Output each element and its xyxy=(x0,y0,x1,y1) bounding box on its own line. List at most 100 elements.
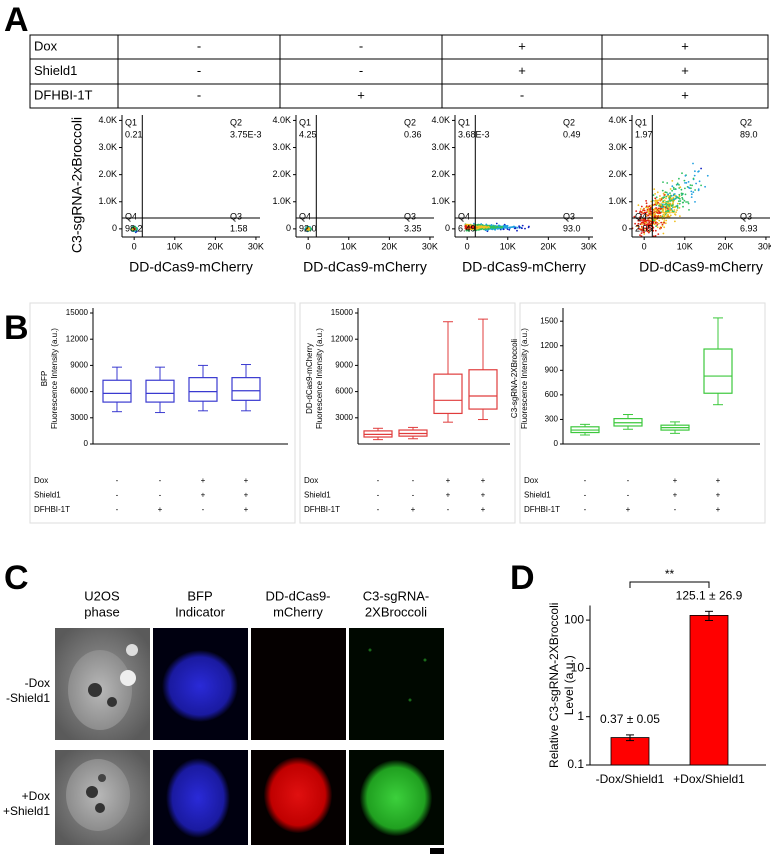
cell-dot xyxy=(662,181,664,184)
cell-dot xyxy=(481,227,484,230)
x-axis-label: DD-dCas9-mCherry xyxy=(303,259,427,275)
y-tick-label: 0 xyxy=(445,223,450,233)
cell-dot xyxy=(648,211,650,214)
cell-dot xyxy=(656,224,659,226)
cell-dot xyxy=(654,216,657,218)
cell-dot xyxy=(653,208,656,211)
nucleolus xyxy=(98,774,106,782)
column-header: C3-sgRNA- xyxy=(363,588,429,603)
cell-dot xyxy=(678,193,681,196)
cell-dot xyxy=(658,204,660,207)
condition-cell: - xyxy=(202,505,205,514)
cell-dot xyxy=(637,222,640,225)
x-tick-label: 20K xyxy=(540,241,556,251)
cell-dot xyxy=(643,211,646,214)
condition-cell: + xyxy=(411,505,416,514)
cell-dot xyxy=(697,188,700,191)
condition-cell: - xyxy=(377,491,380,500)
cell-dot xyxy=(646,227,649,229)
cell-dot xyxy=(473,222,475,225)
value-label: 125.1 ± 26.9 xyxy=(676,588,743,602)
y-tick-label: 3.0K xyxy=(272,142,291,152)
y-axis-label: DD-dCas9-mCherry xyxy=(305,343,314,414)
condition-cell: + xyxy=(716,476,721,485)
cell-dot xyxy=(659,195,661,197)
cell-dot xyxy=(673,198,676,201)
y-tick-label: 15000 xyxy=(66,308,89,317)
table-cell: + xyxy=(681,38,689,53)
cell-dot xyxy=(639,211,641,214)
cell-dot xyxy=(665,197,667,200)
cell-dot xyxy=(654,235,657,237)
y-tick-label: 6000 xyxy=(335,387,353,396)
row-label: -Dox xyxy=(25,676,50,690)
quadrant-value: 1.97 xyxy=(635,129,653,139)
cell-dot xyxy=(679,215,681,218)
cell-dot xyxy=(690,187,692,190)
cell-dot xyxy=(660,221,663,224)
y-axis-label: C3-sgRNA-2XBroccoli xyxy=(510,339,519,418)
y-axis-label: Fluorescence Intensity (a.u.) xyxy=(520,328,529,429)
cell-dot xyxy=(465,224,467,227)
y-tick-label: 15000 xyxy=(331,308,354,317)
cell-dot xyxy=(675,205,678,208)
condition-cell: - xyxy=(627,491,630,500)
cell-dot xyxy=(663,221,665,224)
cell-dot xyxy=(633,215,636,218)
cell-dot xyxy=(654,220,657,223)
cell-dot xyxy=(658,215,661,218)
condition-cell: + xyxy=(244,491,249,500)
cell-dot xyxy=(498,227,501,230)
cell-dot xyxy=(669,214,672,217)
cell-dot xyxy=(678,200,680,203)
cell-dot xyxy=(654,200,656,202)
condition-cell: + xyxy=(481,491,486,500)
condition-label: DFHBI-1T xyxy=(304,505,340,514)
cell-dot xyxy=(656,191,659,194)
quadrant-name: Q3 xyxy=(404,211,416,221)
cell-dot xyxy=(669,202,671,205)
quadrant-value: 0.36 xyxy=(404,129,422,139)
y-axis-label: Relative C3-sgRNA-2XBroccoli xyxy=(547,603,561,768)
table-cell: - xyxy=(197,87,201,102)
cell-dot xyxy=(505,226,508,229)
cell-dot xyxy=(497,226,499,229)
cell-dot xyxy=(641,228,643,231)
cell-dot xyxy=(647,210,649,212)
cell-dot xyxy=(678,202,681,205)
y-tick-label: 1200 xyxy=(540,341,558,350)
cell-dot xyxy=(671,197,673,200)
cell-dot xyxy=(642,231,645,233)
y-axis-label: Fluorescence Intensity (a.u.) xyxy=(315,328,324,429)
cell-dot xyxy=(641,223,643,226)
quadrant-name: Q3 xyxy=(563,211,575,221)
nucleus xyxy=(264,757,332,833)
condition-cell: + xyxy=(201,491,206,500)
cell-dot xyxy=(700,167,702,170)
table-cell: - xyxy=(197,63,201,78)
x-tick-label: 10K xyxy=(341,241,357,251)
cell-dot xyxy=(652,194,655,197)
cell-dot xyxy=(491,226,494,229)
cell-dot xyxy=(514,227,516,230)
condition-label: Dox xyxy=(524,476,538,485)
x-tick-label: 30K xyxy=(581,241,597,251)
cell-dot xyxy=(662,215,665,218)
condition-label: Shield1 xyxy=(304,491,331,500)
cell-dot xyxy=(668,206,671,209)
cell-dot xyxy=(641,221,644,224)
cell-dot xyxy=(466,229,469,232)
cell-dot xyxy=(685,182,688,184)
cell-dot xyxy=(134,226,137,229)
cell-dot xyxy=(487,227,490,230)
cell-dot xyxy=(672,202,674,205)
column-header: U2OS xyxy=(84,588,120,603)
condition-cell: - xyxy=(447,505,450,514)
cell-dot xyxy=(664,222,667,225)
cell-dot xyxy=(471,226,473,228)
cell-dot xyxy=(687,201,689,203)
cell-dot xyxy=(642,212,645,215)
cell-dot xyxy=(653,188,656,191)
significance: ** xyxy=(665,567,675,581)
cell-dot xyxy=(664,203,666,206)
